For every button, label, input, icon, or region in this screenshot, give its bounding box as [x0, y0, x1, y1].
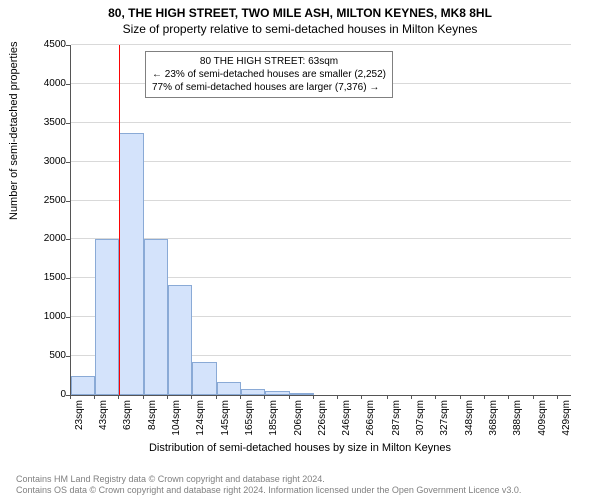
- gridline: [71, 161, 571, 162]
- y-axis-label: Number of semi-detached properties: [8, 41, 20, 220]
- xtick-mark: [508, 395, 509, 399]
- xtick-mark: [411, 395, 412, 399]
- xtick-mark: [435, 395, 436, 399]
- title-line-1: 80, THE HIGH STREET, TWO MILE ASH, MILTO…: [0, 6, 600, 20]
- ytick-mark: [66, 356, 70, 357]
- xtick-mark: [216, 395, 217, 399]
- xtick-mark: [313, 395, 314, 399]
- xtick-mark: [484, 395, 485, 399]
- chart-container: 80, THE HIGH STREET, TWO MILE ASH, MILTO…: [0, 0, 600, 500]
- xtick-mark: [361, 395, 362, 399]
- xtick-mark: [94, 395, 95, 399]
- x-axis-label: Distribution of semi-detached houses by …: [0, 442, 600, 454]
- ytick-mark: [66, 123, 70, 124]
- ytick-mark: [66, 317, 70, 318]
- credit-line-2: Contains OS data © Crown copyright and d…: [16, 485, 521, 496]
- xtick-mark: [118, 395, 119, 399]
- histogram-bar: [168, 285, 192, 395]
- callout-line: 80 THE HIGH STREET: 63sqm: [152, 55, 386, 68]
- histogram-bar: [192, 362, 217, 395]
- plot-area: 80 THE HIGH STREET: 63sqm← 23% of semi-d…: [70, 45, 571, 396]
- gridline: [71, 200, 571, 201]
- xtick-mark: [143, 395, 144, 399]
- xtick-mark: [557, 395, 558, 399]
- ytick-mark: [66, 278, 70, 279]
- xtick-mark: [240, 395, 241, 399]
- histogram-bar: [71, 376, 95, 395]
- xtick-mark: [191, 395, 192, 399]
- ytick-mark: [66, 84, 70, 85]
- gridline: [71, 44, 571, 45]
- callout-line: ← 23% of semi-detached houses are smalle…: [152, 68, 386, 81]
- ytick-label: 2500: [26, 195, 66, 206]
- xtick-mark: [533, 395, 534, 399]
- xtick-mark: [289, 395, 290, 399]
- ytick-label: 1500: [26, 272, 66, 283]
- title-line-2: Size of property relative to semi-detach…: [0, 22, 600, 36]
- histogram-bar: [95, 239, 119, 395]
- ytick-label: 4500: [26, 39, 66, 50]
- ytick-label: 3500: [26, 117, 66, 128]
- histogram-bar: [241, 389, 265, 395]
- ytick-label: 1000: [26, 311, 66, 322]
- xtick-mark: [70, 395, 71, 399]
- gridline: [71, 122, 571, 123]
- callout-box: 80 THE HIGH STREET: 63sqm← 23% of semi-d…: [145, 51, 393, 98]
- xtick-mark: [264, 395, 265, 399]
- xtick-mark: [460, 395, 461, 399]
- histogram-bar: [144, 239, 168, 395]
- ytick-mark: [66, 239, 70, 240]
- ytick-label: 2000: [26, 233, 66, 244]
- histogram-bar: [265, 391, 290, 395]
- ytick-mark: [66, 45, 70, 46]
- histogram-bar: [119, 133, 144, 395]
- xtick-mark: [337, 395, 338, 399]
- ytick-mark: [66, 201, 70, 202]
- histogram-bar: [290, 393, 314, 395]
- callout-line: 77% of semi-detached houses are larger (…: [152, 81, 386, 94]
- ytick-label: 4000: [26, 78, 66, 89]
- credit-line-1: Contains HM Land Registry data © Crown c…: [16, 474, 521, 485]
- credit-text: Contains HM Land Registry data © Crown c…: [16, 474, 521, 496]
- xtick-mark: [167, 395, 168, 399]
- histogram-bar: [217, 382, 241, 395]
- ytick-label: 500: [26, 350, 66, 361]
- ytick-mark: [66, 162, 70, 163]
- ytick-label: 3000: [26, 156, 66, 167]
- xtick-mark: [387, 395, 388, 399]
- reference-line: [119, 45, 120, 395]
- ytick-label: 0: [26, 389, 66, 400]
